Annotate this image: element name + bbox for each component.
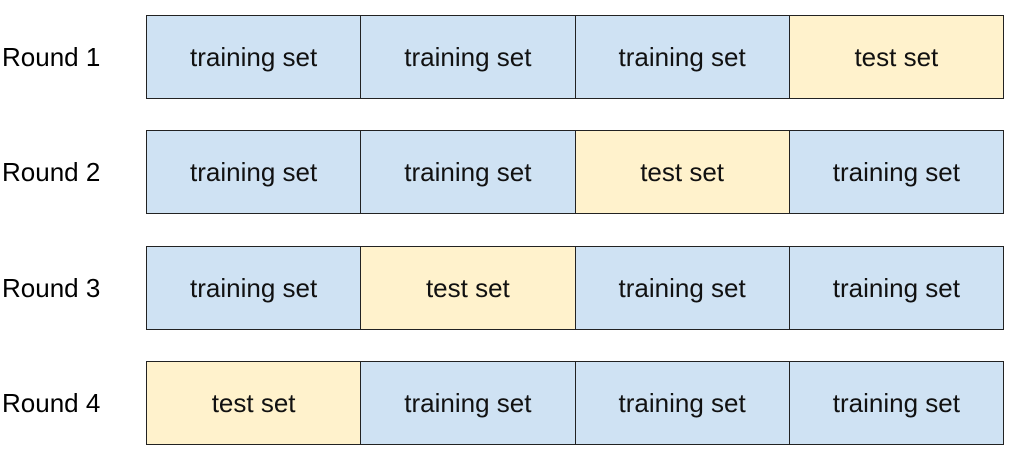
training-set-fold: training set (575, 247, 790, 329)
training-set-fold: training set (361, 131, 576, 213)
round-row: Round 1 training set training set training … (0, 15, 1015, 100)
test-set-fold: test set (789, 16, 1003, 98)
round-row: Round 3 training set test set training set t… (0, 246, 1015, 331)
training-set-fold: training set (789, 247, 1003, 329)
round-row: Round 4 test set training set training set t… (0, 361, 1015, 446)
fold-bar: training set training set test set training… (146, 130, 1004, 214)
training-set-fold: training set (147, 131, 362, 213)
test-set-fold: test set (361, 247, 576, 329)
training-set-fold: training set (789, 362, 1003, 444)
round-label: Round 4 (2, 388, 101, 418)
test-set-fold: test set (147, 362, 362, 444)
training-set-fold: training set (575, 16, 790, 98)
round-label: Round 3 (2, 273, 101, 303)
fold-bar: training set training set training set test… (146, 15, 1004, 99)
training-set-fold: training set (361, 16, 576, 98)
training-set-fold: training set (147, 247, 362, 329)
fold-bar: test set training set training set training… (146, 361, 1004, 445)
training-set-fold: training set (147, 16, 362, 98)
round-row: Round 2 training set training set test set t… (0, 130, 1015, 215)
training-set-fold: training set (789, 131, 1003, 213)
fold-bar: training set test set training set training… (146, 246, 1004, 330)
round-label: Round 1 (2, 42, 101, 72)
training-set-fold: training set (361, 362, 576, 444)
round-label: Round 2 (2, 157, 101, 187)
training-set-fold: training set (575, 362, 790, 444)
test-set-fold: test set (575, 131, 790, 213)
